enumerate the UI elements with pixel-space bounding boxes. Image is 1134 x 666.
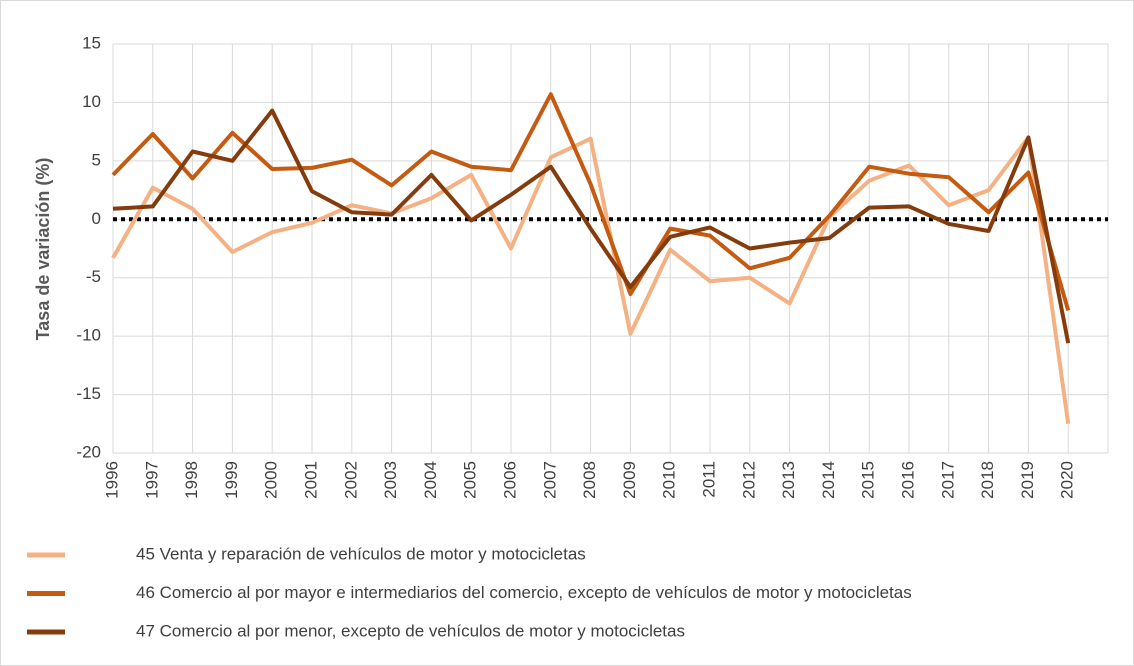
x-tick-label: 1998 — [182, 461, 201, 499]
x-tick-label: 2001 — [301, 461, 320, 499]
x-tick-label: 2020 — [1058, 461, 1077, 499]
x-tick-label: 2018 — [978, 461, 997, 499]
x-tick-label: 2005 — [461, 461, 480, 499]
x-tick-label: 2006 — [500, 461, 519, 499]
x-tick-label: 1997 — [142, 461, 161, 499]
x-tick-label: 2011 — [699, 461, 718, 498]
x-tick-label: 1996 — [102, 461, 121, 499]
x-tick-label: 2010 — [660, 461, 679, 499]
x-tick-label: 2002 — [341, 461, 360, 499]
legend-label: 46 Comercio al por mayor e intermediario… — [136, 583, 912, 602]
series-line — [111, 92, 1071, 311]
x-tick-label: 2012 — [739, 461, 758, 499]
x-tick-label: 2013 — [779, 461, 798, 499]
x-tick-label: 2007 — [540, 461, 559, 499]
y-tick-label: 5 — [92, 150, 101, 169]
y-tick-label: 15 — [82, 33, 101, 52]
x-tick-label: 2009 — [620, 461, 639, 499]
y-tick-label: 10 — [82, 92, 101, 111]
y-tick-label: -20 — [76, 442, 101, 461]
y-tick-label: -5 — [86, 267, 101, 286]
x-tick-label: 2019 — [1018, 461, 1037, 499]
y-axis-title: Tasa de variación (%) — [33, 158, 53, 341]
x-tick-label: 2003 — [381, 461, 400, 499]
x-tick-label: 2016 — [898, 461, 917, 499]
x-tick-label: 2008 — [580, 461, 599, 499]
x-tick-label: 2017 — [938, 461, 957, 499]
legend-label: 47 Comercio al por menor, excepto de veh… — [136, 621, 685, 640]
series-line — [111, 135, 1071, 425]
x-tick-label: 2000 — [262, 461, 281, 499]
x-tick-label: 2004 — [421, 461, 440, 499]
x-tick-label: 1999 — [222, 461, 241, 499]
y-tick-label: 0 — [92, 209, 101, 228]
x-tick-label: 2014 — [819, 461, 838, 499]
y-tick-label: -15 — [76, 384, 101, 403]
x-tick-label: 2015 — [859, 461, 878, 499]
y-tick-label: -10 — [76, 326, 101, 345]
legend-label: 45 Venta y reparación de vehículos de mo… — [136, 544, 586, 563]
series-line — [112, 108, 1071, 344]
